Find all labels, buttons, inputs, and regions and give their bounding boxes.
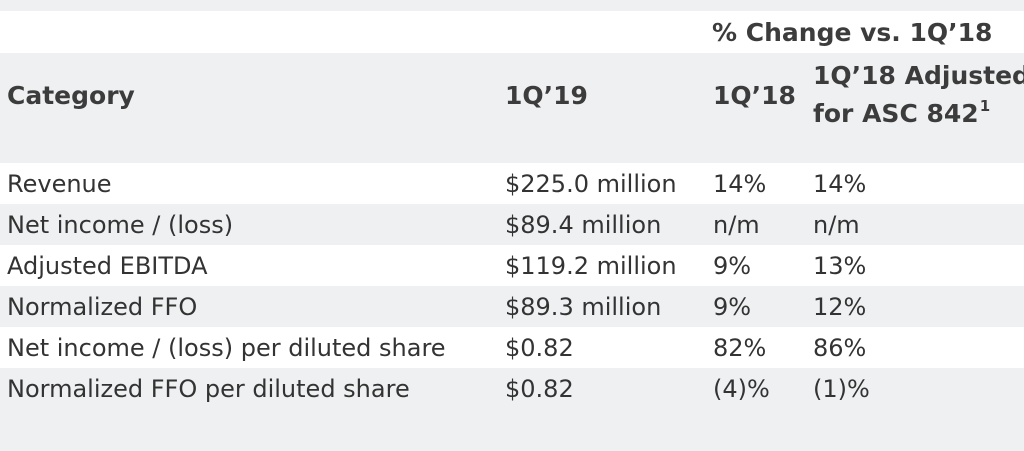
row-4-value: $89.3 million [505, 293, 662, 321]
row-band-1 [0, 163, 1024, 204]
row-6-change: (4)% [713, 375, 770, 403]
column-header-category: Category [7, 81, 135, 110]
row-1-category: Revenue [7, 170, 112, 198]
row-5-value: $0.82 [505, 334, 574, 362]
row-6-value: $0.82 [505, 375, 574, 403]
row-6-category: Normalized FFO per diluted share [7, 375, 410, 403]
column-header-change-prior: 1Q’18 [713, 81, 796, 110]
row-1-change: 14% [713, 170, 767, 198]
row-4-category: Normalized FFO [7, 293, 198, 321]
row-5-change: 82% [713, 334, 767, 362]
column-header-change-adjusted-line2: for ASC 842 [813, 99, 979, 128]
row-1-value: $225.0 million [505, 170, 677, 198]
column-header-period: 1Q’19 [505, 81, 588, 110]
row-3-category: Adjusted EBITDA [7, 252, 208, 280]
column-header-change-adjusted-line1: 1Q’18 Adjusted [813, 61, 1024, 90]
row-4-change: 9% [713, 293, 752, 321]
row-band-4 [0, 286, 1024, 327]
row-3-value: $119.2 million [505, 252, 677, 280]
column-header-change-adjusted-line2-wrap: for ASC 8421 [813, 99, 1024, 128]
group-header-band [0, 11, 1024, 53]
column-header-change-adjusted: 1Q’18 Adjusted for ASC 8421 [813, 63, 1024, 126]
row-3-change-adjusted: 13% [813, 252, 867, 280]
row-5-change-adjusted: 86% [813, 334, 867, 362]
row-2-change-adjusted: n/m [813, 211, 860, 239]
row-band-5 [0, 327, 1024, 368]
group-header: % Change vs. 1Q’18 [712, 18, 993, 47]
row-5-category: Net income / (loss) per diluted share [7, 334, 446, 362]
row-2-category: Net income / (loss) [7, 211, 234, 239]
row-band-6 [0, 368, 1024, 451]
row-3-change: 9% [713, 252, 752, 280]
row-4-change-adjusted: 12% [813, 293, 867, 321]
row-band-2 [0, 204, 1024, 245]
header-band [0, 53, 1024, 163]
row-2-value: $89.4 million [505, 211, 662, 239]
row-1-change-adjusted: 14% [813, 170, 867, 198]
row-band-3 [0, 245, 1024, 286]
footnote-marker: 1 [979, 97, 991, 115]
row-6-change-adjusted: (1)% [813, 375, 870, 403]
top-strip [0, 0, 1024, 11]
row-2-change: n/m [713, 211, 760, 239]
